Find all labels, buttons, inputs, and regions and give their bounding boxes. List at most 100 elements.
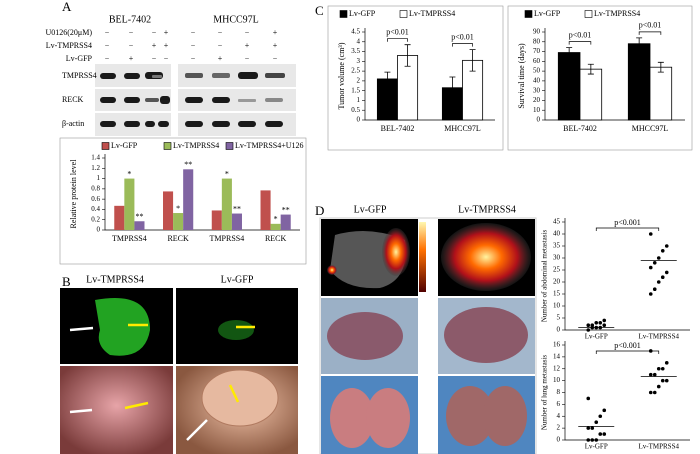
y-tick-label: 14 — [553, 352, 561, 360]
panel-box — [507, 5, 693, 151]
y-tick-label: 25 — [553, 266, 561, 274]
treatment-sign: + — [152, 41, 157, 50]
y-axis-label: Relative protein level — [69, 159, 78, 229]
y-tick-label: 0.2 — [91, 215, 100, 223]
bar — [557, 52, 581, 121]
point — [664, 244, 669, 248]
bands — [100, 72, 285, 127]
y-tick-label: 10 — [553, 376, 561, 384]
y-axis-label: Number of abdominal metastasis — [541, 230, 549, 323]
mouse-images — [319, 217, 537, 454]
panel-box — [59, 137, 307, 265]
arrows — [69, 323, 255, 441]
bar — [221, 178, 232, 230]
significance-mark: ** — [233, 204, 241, 213]
significance-mark: * — [176, 204, 180, 213]
point — [586, 323, 591, 328]
point — [590, 323, 595, 328]
legend-label: Lv-TMPRSS4 — [594, 9, 640, 18]
point — [652, 372, 657, 377]
y-tick-label: 30 — [553, 254, 561, 262]
y-tick-label: 2.5 — [351, 67, 360, 75]
y-tick-label: 2 — [557, 424, 561, 432]
y-tick-label: 20 — [553, 278, 561, 286]
y-axis-label: Number of lung metastasis — [541, 355, 549, 431]
x-tick-label: Lv-TMPRSS4 — [639, 333, 680, 341]
p-value: p<0.01 — [386, 28, 409, 37]
point — [598, 432, 603, 436]
y-tick-label: 80 — [533, 37, 541, 45]
y-tick-label: 0 — [97, 226, 101, 234]
point — [586, 438, 591, 442]
protein-label: TMPRSS4 — [62, 71, 97, 80]
x-tick-label: BEL-7402 — [381, 124, 415, 133]
x-tick-label: MHCC97L — [444, 124, 481, 133]
p-value: p<0.001 — [614, 341, 641, 350]
y-tick-label: 70 — [533, 47, 541, 55]
y-tick-label: 1.2 — [91, 164, 100, 172]
significance-mark: ** — [184, 160, 192, 169]
point — [598, 321, 603, 325]
treatment-sign: − — [129, 41, 134, 50]
bar — [260, 190, 271, 230]
point — [660, 378, 665, 383]
y-tick-label: 40 — [553, 230, 561, 238]
y-axis-label: Tumor volume (cm³) — [337, 42, 346, 109]
x-tick-label: Lv-TMPRSS4 — [639, 443, 680, 451]
y-tick-label: 0 — [537, 116, 541, 124]
y-tick-label: 1.5 — [351, 86, 360, 94]
point — [656, 384, 661, 389]
error-bar — [587, 63, 594, 75]
x-tick-label: Lv-GFP — [585, 443, 608, 451]
protein-label: RECK — [62, 95, 84, 104]
y-tick-label: 1 — [357, 96, 361, 104]
significance-mark: * — [127, 169, 131, 178]
bar — [114, 205, 125, 230]
y-tick-label: 20 — [533, 96, 541, 104]
point — [656, 280, 661, 284]
error-bar — [449, 76, 456, 99]
treatment-sign: − — [191, 54, 196, 63]
bar — [183, 169, 194, 230]
error-bar — [657, 61, 664, 73]
treatment-sign: + — [129, 54, 134, 63]
x-tick-label: MHCC97L — [632, 124, 669, 133]
y-tick-label: 6 — [557, 400, 561, 408]
point — [594, 420, 599, 424]
p-value: p<0.01 — [639, 21, 662, 30]
bar — [134, 221, 145, 230]
treatment-sign: − — [105, 41, 110, 50]
point — [652, 287, 657, 292]
significance-bracket — [638, 31, 662, 35]
legend-swatch — [225, 142, 234, 150]
y-tick-label: 1.4 — [91, 154, 100, 162]
significance-mark: ** — [282, 205, 290, 214]
y-tick-label: 0.5 — [351, 106, 360, 114]
axes — [564, 341, 690, 441]
column-label: Lv-TMPRSS4 — [458, 204, 516, 215]
treatment-sign: + — [164, 28, 169, 37]
y-tick-label: 0 — [557, 326, 561, 334]
point — [660, 275, 665, 280]
cell-line-label: MHCC97L — [213, 14, 259, 25]
bar — [231, 213, 242, 230]
point — [648, 372, 653, 377]
point — [664, 270, 669, 275]
y-tick-label: 35 — [553, 242, 561, 250]
error-bar — [384, 71, 391, 87]
treatment-sign: − — [218, 41, 223, 50]
bar — [124, 178, 135, 230]
legend-label: Lv-TMPRSS4 — [173, 141, 219, 150]
error-bar — [404, 44, 411, 67]
legend-swatch — [339, 10, 348, 18]
error-bar — [469, 49, 476, 72]
point — [652, 390, 657, 395]
point — [602, 432, 607, 436]
treatment-sign: + — [273, 28, 278, 37]
x-tick-label: TMPRSS4 — [210, 234, 245, 243]
x-tick-label: TMPRSS4 — [112, 234, 147, 243]
y-tick-label: 3.5 — [351, 47, 360, 55]
point — [590, 438, 595, 442]
